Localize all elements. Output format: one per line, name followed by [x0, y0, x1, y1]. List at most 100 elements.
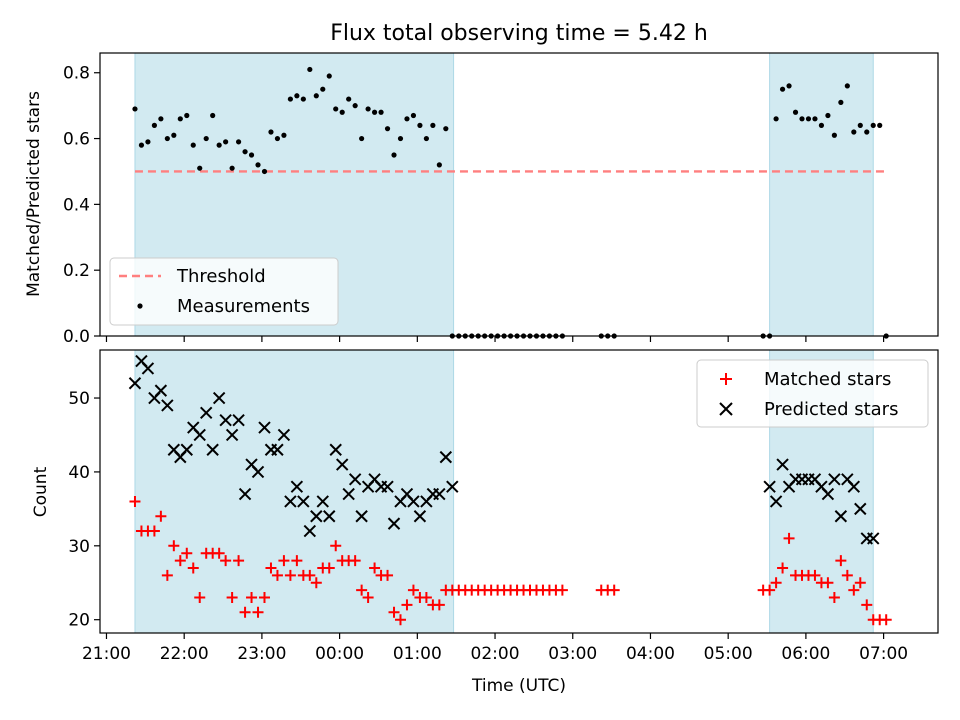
- measurement-point: [333, 106, 339, 112]
- y-tick-label: 40: [68, 463, 90, 483]
- matched-star-point: [356, 584, 368, 596]
- measurement-point: [235, 139, 242, 145]
- predicted-star-point: [206, 443, 219, 456]
- measurement-point: [805, 116, 812, 122]
- measurement-point: [844, 83, 850, 89]
- predicted-star-point: [342, 487, 355, 501]
- measurement-point: [197, 165, 203, 171]
- y-tick-label: 0.2: [63, 261, 90, 281]
- predicted-star-point: [439, 450, 453, 464]
- predicted-star-point: [193, 428, 206, 442]
- matched-star-point: [258, 592, 270, 604]
- measurement-point: [300, 96, 306, 102]
- matched-star-point: [608, 584, 620, 596]
- top-y-axis: 0.0 0.2 0.4 0.6 0.8: [63, 64, 100, 347]
- matched-star-point: [271, 569, 283, 581]
- matched-star-point: [252, 606, 264, 618]
- matched-star-point: [148, 525, 160, 537]
- measurement-point: [164, 135, 170, 142]
- predicted-star-point: [290, 480, 304, 493]
- measurement-point: [320, 86, 326, 92]
- matched-star-point: [764, 584, 776, 596]
- matched-star-point: [556, 584, 568, 596]
- matched-star-point: [284, 569, 296, 581]
- x-tick-label: 07:00: [859, 644, 908, 664]
- predicted-star-point: [335, 458, 349, 471]
- measurement-point: [877, 122, 883, 128]
- predicted-star-point: [763, 480, 776, 493]
- legend-predicted-swatch: [719, 402, 733, 416]
- x-tick-label: 06:00: [781, 644, 830, 664]
- measurement-point: [436, 162, 442, 168]
- measurement-point: [346, 96, 352, 102]
- matched-star-point: [841, 569, 853, 581]
- predicted-star-point: [258, 421, 271, 434]
- measurement-point: [397, 135, 404, 142]
- shaded-span-0: [134, 349, 455, 634]
- legend-measurements-label: Measurements: [177, 296, 310, 317]
- measurement-point: [216, 142, 222, 148]
- matched-star-point: [394, 614, 406, 626]
- measurement-point: [792, 109, 799, 115]
- x-axis-label: Time (UTC): [471, 676, 566, 696]
- measurement-point: [404, 116, 410, 122]
- matched-star-point: [420, 592, 432, 604]
- predicted-star-point: [821, 487, 835, 501]
- predicted-star-point: [323, 510, 336, 523]
- measurement-point: [838, 99, 844, 105]
- matched-star-point: [161, 569, 173, 581]
- measurement-point: [825, 112, 831, 119]
- matched-star-point: [194, 592, 206, 604]
- predicted-star-point: [355, 510, 368, 523]
- predicted-star-point: [141, 362, 155, 375]
- measurement-point: [261, 168, 268, 175]
- top-plot-frame: [99, 52, 939, 337]
- measurement-point: [268, 129, 274, 135]
- predicted-star-point: [225, 428, 239, 442]
- y-tick-label: 0.4: [63, 195, 90, 215]
- measurement-point: [799, 116, 805, 122]
- predicted-star-point: [310, 510, 323, 523]
- matched-star-point: [246, 592, 258, 604]
- measurement-point: [812, 116, 818, 122]
- matched-star-point: [278, 555, 290, 567]
- measurement-point: [171, 132, 177, 138]
- y-tick-label: 0.8: [63, 64, 90, 84]
- measurement-point: [352, 103, 358, 109]
- measurement-point: [326, 73, 332, 79]
- matched-star-point: [226, 592, 238, 604]
- matched-star-point: [220, 555, 232, 567]
- predicted-star-point: [303, 524, 317, 538]
- legend-measurements-swatch: [137, 303, 143, 309]
- matched-star-point: [168, 540, 180, 552]
- predicted-star-point: [446, 480, 459, 493]
- x-tick-label: 21:00: [82, 644, 131, 664]
- measurement-point: [223, 139, 229, 145]
- measurement-point: [177, 116, 183, 122]
- matched-star-point: [388, 606, 400, 618]
- measurement-point: [313, 93, 319, 99]
- y-tick-label: 30: [68, 537, 90, 557]
- matched-star-point: [362, 592, 374, 604]
- bottom-panel: 20 30 40 50 21:00 22:00 23:00 00:00 01:00 02:00 0…: [31, 349, 939, 696]
- matched-star-point: [155, 510, 167, 522]
- predicted-star-point: [867, 532, 880, 545]
- predicted-stars-series: [128, 354, 880, 545]
- measurement-point: [365, 106, 371, 112]
- matched-star-point: [233, 555, 245, 567]
- top-panel: 0.00.20.40.60.8 Matched/Predicted stars …: [24, 52, 939, 347]
- matched-star-point: [777, 562, 789, 574]
- measurement-point: [248, 152, 255, 158]
- measurement-point: [339, 109, 345, 115]
- legend-matched-label: Matched stars: [764, 369, 891, 390]
- y-tick-label: 0.0: [63, 327, 90, 347]
- matched-star-point: [770, 577, 782, 589]
- measurement-point: [203, 135, 209, 142]
- shaded-span-1: [769, 52, 874, 337]
- measurement-point: [773, 116, 779, 122]
- y-tick-label: 20: [68, 611, 90, 631]
- measurement-point: [818, 122, 825, 128]
- matched-star-point: [310, 577, 322, 589]
- bottom-y-axis: 20 30 40 50: [68, 389, 100, 631]
